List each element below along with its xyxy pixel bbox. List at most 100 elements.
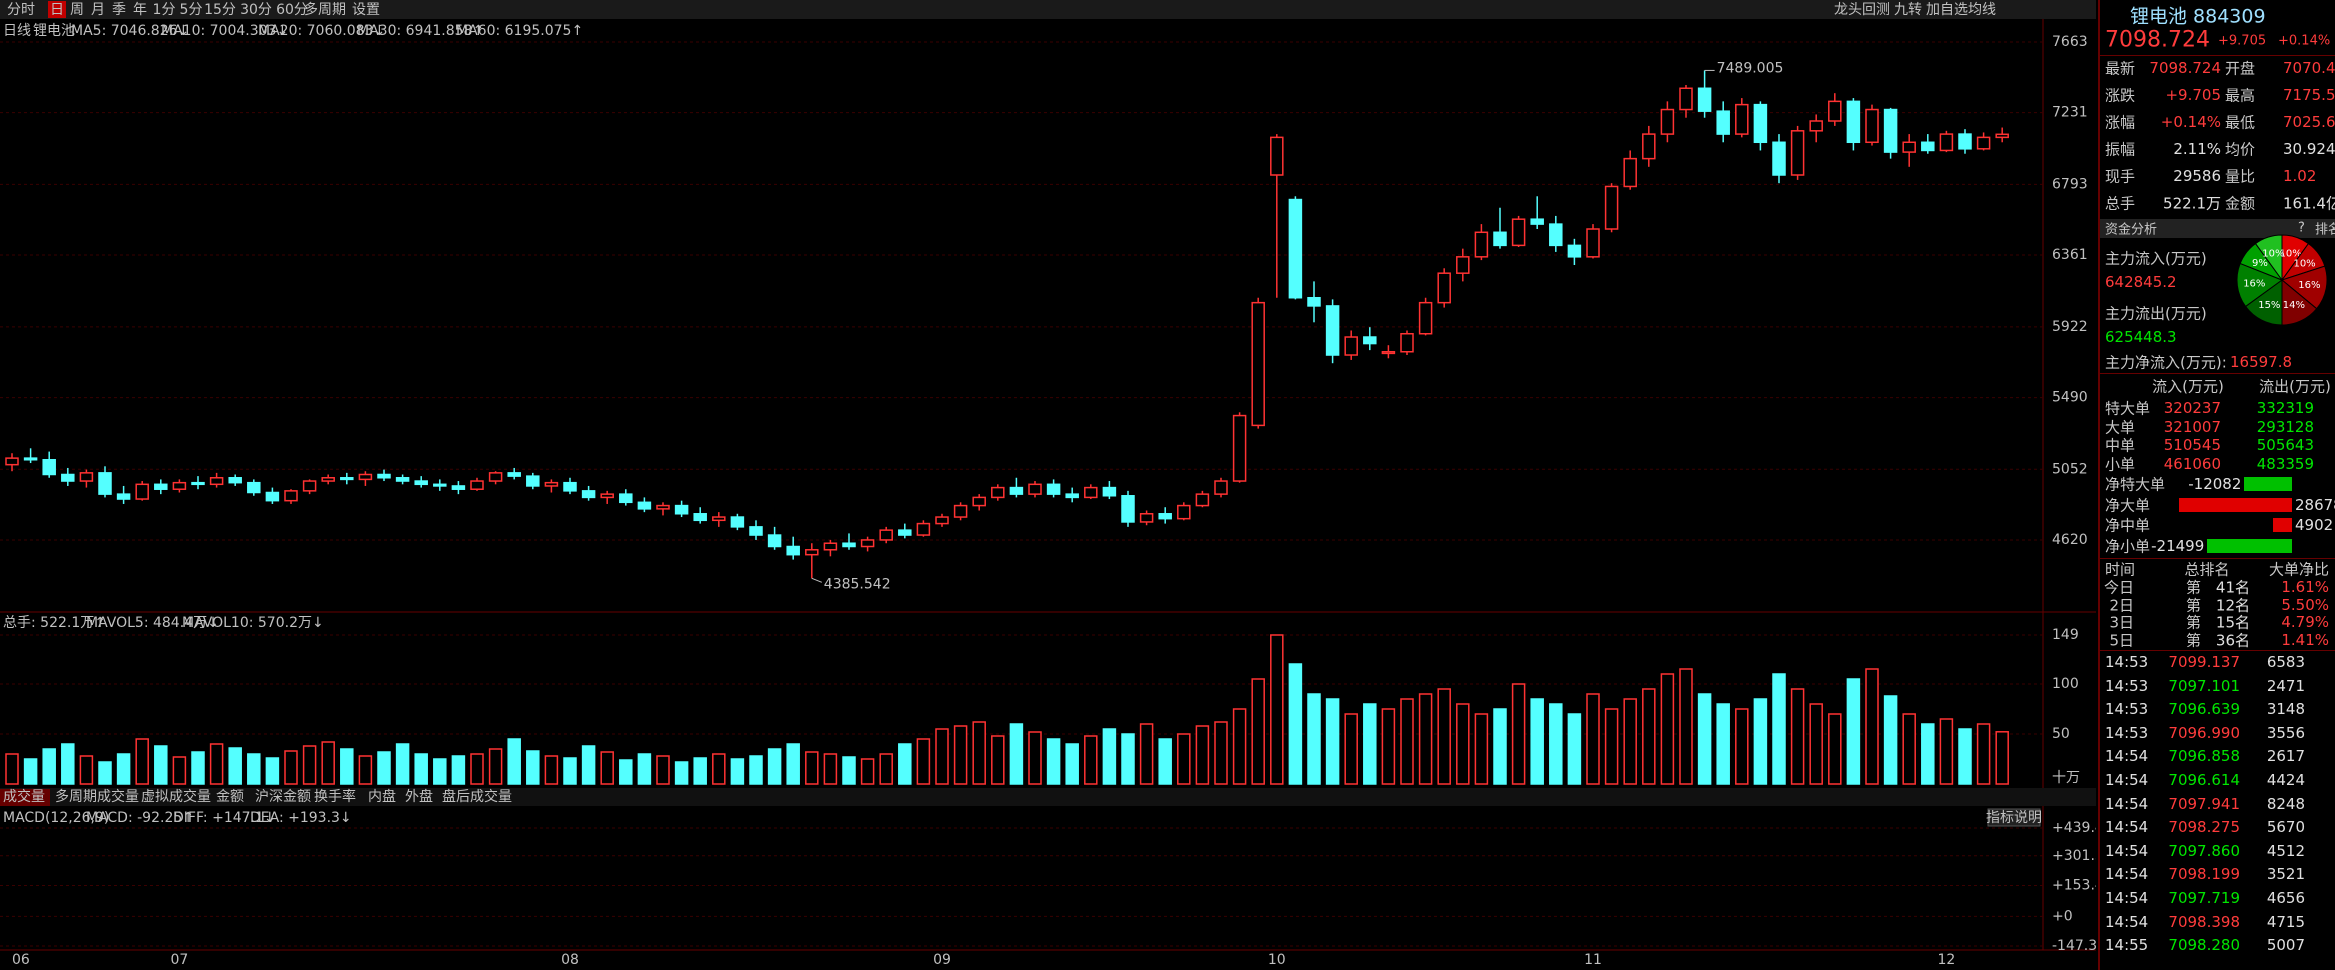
candle-body (98, 472, 112, 495)
volume-bar (1772, 673, 1786, 785)
candle-body (656, 504, 670, 510)
volume-bar (302, 745, 317, 785)
tab[interactable]: 沪深金额 (255, 789, 311, 805)
panel-text: 16597.8 (2230, 353, 2293, 371)
period-button[interactable]: 设置 (352, 2, 380, 18)
candle-body (1660, 108, 1675, 135)
tab[interactable]: 内盘 (368, 788, 396, 805)
volume-bar (1586, 693, 1600, 785)
candle-body (898, 529, 912, 536)
tab[interactable]: 虚拟成交量 (141, 788, 211, 805)
volume-bar (1958, 728, 1972, 785)
panel-text: 2.11% (2173, 140, 2221, 158)
indicator-button-bg (1987, 808, 2041, 827)
period-button[interactable]: 1分 (153, 2, 176, 18)
volume-tick-label: 100 (2052, 676, 2079, 692)
volume-bar (600, 751, 614, 785)
tab[interactable]: 外盘 (405, 788, 433, 805)
period-button[interactable]: 季 (112, 2, 126, 18)
volume-bar (1102, 728, 1117, 785)
y-tick-label: 4620 (2052, 532, 2088, 548)
y-tick-label: 5490 (2052, 390, 2088, 406)
candle-body (1530, 218, 1544, 225)
volume-bar (265, 757, 280, 785)
y-tick-label: 6793 (2052, 176, 2088, 192)
volume-bar (507, 738, 521, 785)
panel-text: 主力净流入(万元): (2105, 353, 2227, 372)
candle-body (1902, 141, 1916, 153)
volume-bar (1121, 733, 1135, 785)
pie-chart: 10%10%16%14%15%16%9%10% (2236, 234, 2328, 326)
tool-button[interactable]: 加自选 (1926, 2, 1968, 18)
candle-body (1809, 120, 1823, 132)
period-button[interactable]: 30分 (240, 2, 272, 18)
volume-bar (1177, 733, 1191, 785)
candle-body (154, 483, 168, 490)
period-button[interactable]: 15分 (204, 2, 236, 18)
period-button[interactable]: 年 (133, 2, 147, 18)
period-button[interactable]: 5分 (180, 2, 203, 18)
panel-text: 7070.427 (2283, 59, 2335, 77)
volume-bar (470, 753, 484, 785)
volume-bar (526, 750, 540, 785)
panel-text: 41名 (2215, 578, 2250, 597)
period-button[interactable]: 日 (50, 2, 64, 18)
pie-slice (2280, 265, 2328, 310)
volume-bar (1846, 678, 1861, 785)
period-button[interactable]: 分时 (7, 2, 35, 18)
panel-text: 7097.860 (2168, 841, 2240, 860)
macd-legend: DEA: +193.3↓ (250, 810, 352, 826)
candle-body (1474, 231, 1489, 258)
volume-bar (860, 758, 875, 785)
panel-text: 第 (2186, 613, 2202, 632)
divider (2100, 558, 2335, 559)
volume-bar (1474, 713, 1489, 785)
period-button[interactable]: 60分 (276, 2, 308, 18)
volume-bar (1232, 708, 1247, 785)
period-button[interactable]: 月 (91, 2, 105, 18)
panel-text: 7097.941 (2168, 794, 2240, 813)
panel-text: 14:53 (2105, 700, 2149, 719)
period-button[interactable]: 周 (70, 2, 84, 18)
tab[interactable]: 换手率 (314, 788, 356, 805)
volume-bar (1009, 723, 1024, 785)
panel-text: 14:54 (2105, 912, 2149, 931)
period-button[interactable]: 多周期 (304, 1, 346, 18)
indicator-button[interactable]: 指标说明 (1986, 810, 2042, 826)
tab[interactable]: 多周期成交量 (55, 788, 139, 805)
candle-body (1288, 198, 1303, 299)
candle-body (1828, 100, 1842, 122)
x-tick-label: 10 (1268, 952, 1286, 968)
candle-body (1381, 350, 1396, 355)
volume-bar (1307, 693, 1321, 785)
panel-text: 7097.719 (2168, 889, 2240, 907)
candle-body (1604, 185, 1619, 230)
candle-body (991, 486, 1005, 499)
candle-body (1400, 332, 1414, 353)
tool-button[interactable]: 龙头回测 (1834, 2, 1890, 18)
candle-body (879, 529, 893, 541)
volume-bar (1456, 703, 1470, 785)
volume-bar (1995, 731, 2009, 785)
pie-slice (2236, 262, 2284, 308)
volume-bar (823, 753, 838, 785)
tab[interactable]: 金额 (216, 789, 244, 805)
panel-text: 最高 (2225, 86, 2256, 105)
tab[interactable]: 成交量 (3, 788, 45, 805)
panel-text: 642845.2 (2105, 273, 2177, 291)
candle-body (1642, 133, 1656, 160)
candle-body (191, 481, 205, 486)
candle-body (619, 493, 633, 504)
volume-bar (619, 759, 633, 785)
volume-bar (154, 745, 168, 785)
candle-body (1363, 336, 1377, 345)
candle-body (805, 549, 819, 556)
panel-text: +0.14% (2160, 113, 2221, 131)
tab[interactable]: 盘后成交量 (442, 788, 512, 805)
tool-button[interactable]: 均线 (1968, 2, 1996, 18)
candle-body (79, 472, 94, 482)
candle-body (377, 473, 391, 479)
volume-bar (42, 748, 56, 785)
candle-body (674, 504, 689, 515)
tool-button[interactable]: 九转 (1894, 2, 1922, 18)
